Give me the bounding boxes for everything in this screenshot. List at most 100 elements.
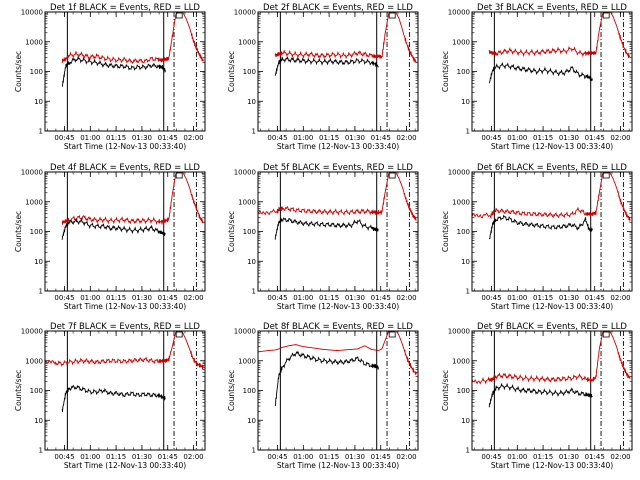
plot-frame	[44, 11, 206, 132]
series-lld-line	[45, 331, 204, 370]
x-tick-label: 01:15	[106, 453, 126, 461]
x-tick-label: 00:45	[267, 134, 287, 142]
panel-title: Det 6f BLACK = Events, RED = LLD	[477, 163, 627, 173]
y-axis-label: Counts/sec	[441, 51, 450, 92]
y-axis-label: Counts/sec	[441, 211, 450, 252]
plot-area	[258, 172, 417, 291]
y-tick-label: 10000	[448, 169, 470, 177]
y-tick-label: 1	[252, 128, 256, 136]
x-tick-label: 00:45	[54, 453, 74, 461]
x-tick-label: 02:00	[183, 294, 203, 302]
x-tick-label: 00:45	[481, 453, 501, 461]
x-tick-label: 01:15	[319, 294, 339, 302]
x-tick-label: 01:00	[293, 294, 313, 302]
x-axis-label: Start Time (12-Nov-13 00:33:40)	[277, 461, 399, 470]
x-tick-label: 02:00	[183, 134, 203, 142]
x-tick-label: 01:00	[293, 134, 313, 142]
series-events-line	[274, 56, 379, 76]
y-tick-label: 10000	[234, 328, 256, 336]
y-tick-label: 100	[243, 228, 256, 236]
y-tick-label: 10	[34, 258, 43, 266]
y-tick-label: 1000	[238, 198, 256, 206]
series-events-line	[61, 384, 166, 412]
y-tick-label: 100	[457, 68, 470, 76]
x-tick-label: 01:15	[106, 294, 126, 302]
x-tick-label: 01:00	[507, 294, 527, 302]
flare-marker-box	[175, 172, 183, 179]
plot-area	[274, 12, 417, 131]
plot-frame	[471, 11, 633, 132]
x-axis-label: Start Time (12-Nov-13 00:33:40)	[491, 302, 613, 311]
plot-area	[488, 12, 631, 131]
y-tick-label: 10000	[21, 9, 43, 17]
x-tick-label: 01:45	[371, 134, 391, 142]
series-events-line	[61, 55, 166, 87]
x-tick-label: 02:00	[610, 134, 630, 142]
detector-panel-2: Det 2f BLACK = Events, RED = LLD 1 10 100 10…	[227, 3, 419, 151]
y-tick-label: 10000	[234, 9, 256, 17]
plot-area	[45, 331, 204, 450]
flare-marker-box	[175, 331, 183, 338]
x-tick-label: 01:30	[345, 294, 365, 302]
y-tick-label: 100	[457, 387, 470, 395]
plot-area	[61, 12, 204, 131]
y-axis-label: Counts/sec	[14, 211, 23, 252]
x-axis-label: Start Time (12-Nov-13 00:33:40)	[64, 461, 186, 470]
y-axis-label: Counts/sec	[227, 370, 236, 411]
x-tick-label: 01:45	[158, 294, 178, 302]
x-tick-label: 01:30	[559, 453, 579, 461]
x-tick-label: 01:45	[371, 294, 391, 302]
y-tick-label: 1000	[452, 357, 470, 365]
y-tick-label: 100	[457, 228, 470, 236]
flare-marker-box	[602, 12, 610, 19]
series-events-line	[274, 217, 379, 240]
y-tick-label: 100	[243, 387, 256, 395]
x-tick-label: 01:15	[319, 134, 339, 142]
panel-title: Det 9f BLACK = Events, RED = LLD	[477, 322, 627, 332]
y-tick-label: 100	[30, 68, 43, 76]
flare-marker-box	[388, 331, 396, 338]
panel-title: Det 2f BLACK = Events, RED = LLD	[263, 3, 413, 13]
y-tick-label: 1	[252, 288, 256, 296]
y-tick-label: 1000	[25, 198, 43, 206]
x-axis-label: Start Time (12-Nov-13 00:33:40)	[491, 142, 613, 151]
x-tick-label: 01:15	[533, 294, 553, 302]
plot-frame	[44, 171, 206, 292]
plot-area	[258, 331, 417, 450]
x-tick-label: 01:30	[132, 294, 152, 302]
flare-marker-box	[602, 331, 610, 338]
y-tick-label: 10	[461, 98, 470, 106]
detector-panel-8: Det 8f BLACK = Events, RED = LLD 1 10 100 10…	[227, 322, 419, 470]
x-tick-label: 00:45	[481, 294, 501, 302]
x-tick-label: 00:45	[54, 134, 74, 142]
y-tick-label: 1000	[452, 38, 470, 46]
x-tick-label: 01:00	[293, 453, 313, 461]
x-tick-label: 01:30	[345, 453, 365, 461]
series-events-line	[488, 382, 593, 408]
x-tick-label: 01:45	[158, 134, 178, 142]
y-tick-label: 1	[39, 128, 43, 136]
x-tick-label: 02:00	[183, 453, 203, 461]
flare-marker-box	[602, 172, 610, 179]
y-tick-label: 1	[466, 128, 470, 136]
x-tick-label: 01:15	[319, 453, 339, 461]
flare-marker-box	[175, 12, 183, 19]
x-tick-label: 01:30	[132, 134, 152, 142]
y-tick-label: 10000	[448, 328, 470, 336]
series-events-line	[488, 61, 593, 84]
panel-title: Det 1f BLACK = Events, RED = LLD	[50, 3, 200, 13]
y-axis-label: Counts/sec	[227, 51, 236, 92]
y-tick-label: 1	[252, 447, 256, 455]
y-axis-label: Counts/sec	[14, 51, 23, 92]
y-tick-label: 1	[39, 288, 43, 296]
x-tick-label: 01:15	[106, 134, 126, 142]
detector-panel-1: Det 1f BLACK = Events, RED = LLD 1 10 100 10…	[14, 3, 206, 151]
y-tick-label: 10000	[21, 169, 43, 177]
detector-panel-4: Det 4f BLACK = Events, RED = LLD 1 10 100 10…	[14, 163, 206, 311]
series-events-line	[274, 350, 379, 407]
x-tick-label: 00:45	[267, 294, 287, 302]
y-tick-label: 10	[461, 258, 470, 266]
plot-frame	[44, 330, 206, 451]
x-tick-label: 01:00	[507, 134, 527, 142]
y-tick-label: 10	[247, 417, 256, 425]
